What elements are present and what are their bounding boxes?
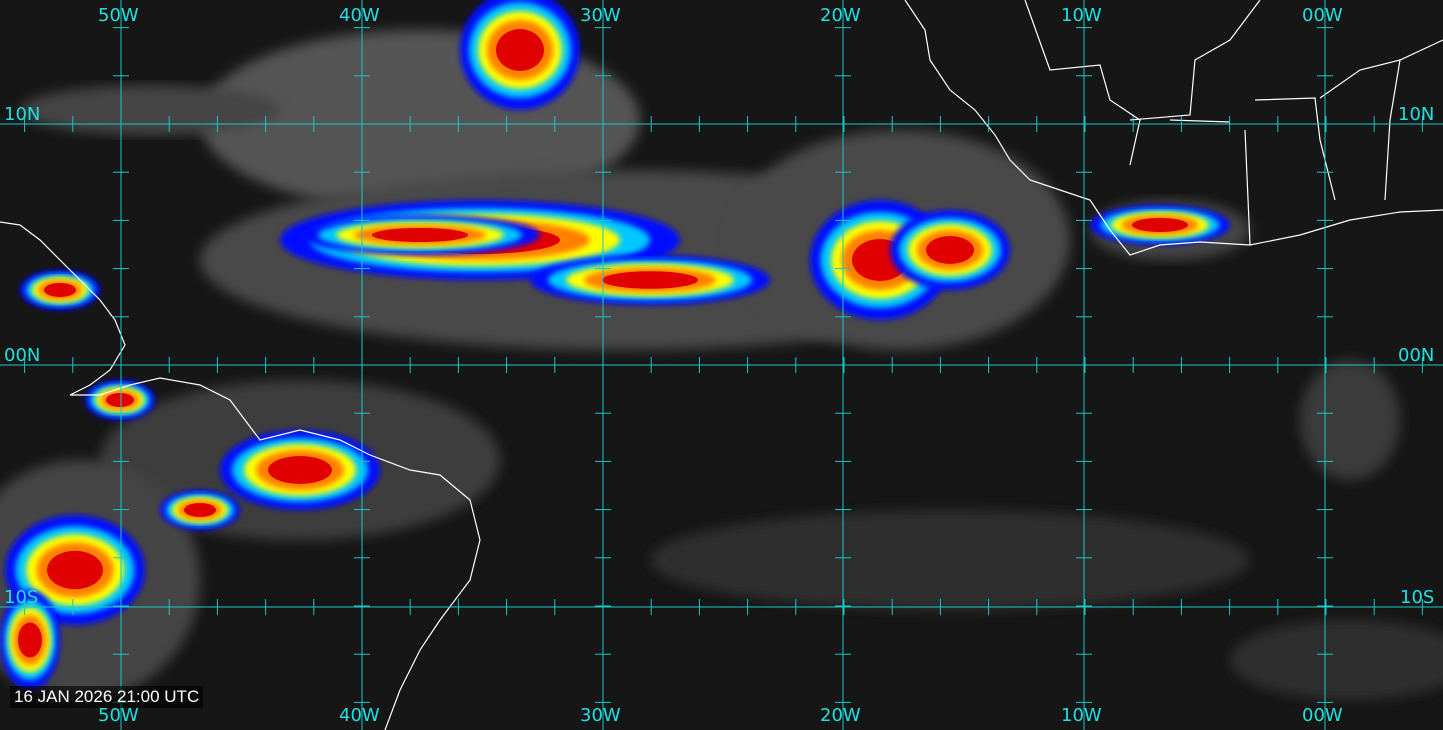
- lon-label-top-10w: 10W: [1061, 5, 1102, 26]
- convection-red: [268, 456, 332, 484]
- lon-label-bottom-30w: 30W: [580, 705, 621, 726]
- convection-red: [18, 622, 42, 658]
- lat-label-right-10n: 10N: [1398, 104, 1435, 125]
- lon-label-bottom-40w: 40W: [339, 705, 380, 726]
- cloud-gray: [650, 510, 1250, 610]
- convection-red: [44, 283, 76, 297]
- convection-red: [1132, 218, 1188, 232]
- convection-red: [496, 29, 544, 71]
- cloud-gray: [1300, 360, 1400, 480]
- convection-red: [184, 503, 216, 517]
- convection-red: [106, 393, 134, 407]
- lon-label-top-30w: 30W: [580, 5, 621, 26]
- border-lines: [1024, 0, 1443, 246]
- convection-red: [47, 550, 103, 590]
- timestamp: 16 JAN 2026 21:00 UTC: [10, 686, 204, 708]
- cloud-gray: [1230, 620, 1443, 700]
- convection-red: [602, 271, 698, 289]
- lon-label-bottom-50w: 50W: [98, 705, 139, 726]
- lon-label-top-00w: 00W: [1302, 5, 1343, 26]
- coastline-west-africa: [904, 0, 1443, 256]
- lon-label-top-40w: 40W: [339, 5, 380, 26]
- convection-red: [926, 236, 974, 264]
- lon-label-bottom-20w: 20W: [820, 705, 861, 726]
- lat-label-left-10s: 10S: [4, 587, 39, 608]
- lat-label-left-00n: 00N: [4, 345, 41, 366]
- lon-label-bottom-10w: 10W: [1061, 705, 1102, 726]
- cloud-layer: [0, 0, 1443, 700]
- lon-label-top-50w: 50W: [98, 5, 139, 26]
- lat-label-right-10s: 10S: [1400, 587, 1435, 608]
- lat-label-right-00n: 00N: [1398, 345, 1435, 366]
- coastline-south-america-north: [0, 221, 481, 730]
- cloud-gray: [20, 85, 280, 135]
- convection-red: [372, 228, 468, 242]
- lon-label-top-20w: 20W: [820, 5, 861, 26]
- lat-label-left-10n: 10N: [4, 104, 41, 125]
- lon-label-bottom-00w: 00W: [1302, 705, 1343, 726]
